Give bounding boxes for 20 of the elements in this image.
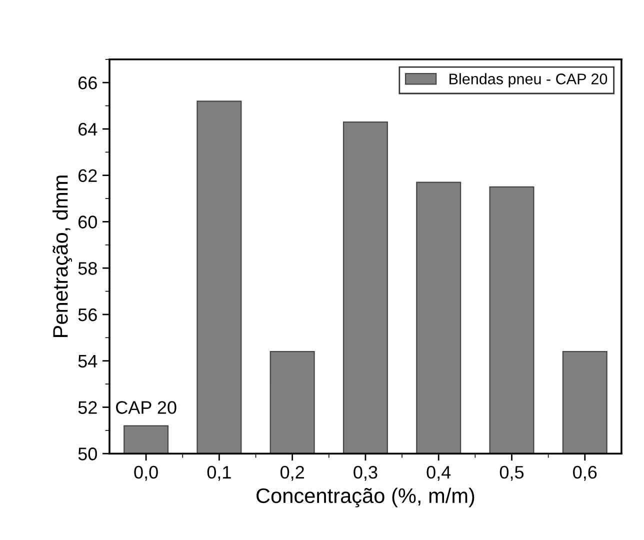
y-tick-label: 62 — [78, 169, 97, 182]
y-tick-label: 64 — [78, 122, 98, 136]
y-tick-label: 56 — [78, 308, 97, 322]
y-tick-label: 58 — [78, 262, 97, 275]
y-tick-label: 50 — [78, 448, 97, 460]
annotation: CAP 20 — [116, 401, 176, 414]
x-axis-title: Concentração (%, m/m) — [256, 488, 474, 508]
legend-label: Blendas pneu - CAP 20 — [450, 73, 608, 88]
x-tick-label: 0,2 — [280, 466, 304, 481]
y-tick-label: 66 — [78, 76, 97, 90]
y-axis-title: Penetração, dmm — [52, 176, 72, 337]
x-tick-label: 0,3 — [354, 466, 378, 481]
x-tick-label: 0,1 — [207, 466, 231, 481]
y-tick-label: 52 — [78, 401, 97, 414]
x-tick-label: 0,6 — [573, 466, 597, 481]
x-tick-label: 0,0 — [134, 466, 158, 481]
y-tick-label: 54 — [78, 354, 98, 368]
y-tick-label: 60 — [78, 216, 97, 228]
x-tick-label: 0,4 — [426, 466, 451, 481]
x-tick-label: 0,5 — [500, 466, 524, 481]
